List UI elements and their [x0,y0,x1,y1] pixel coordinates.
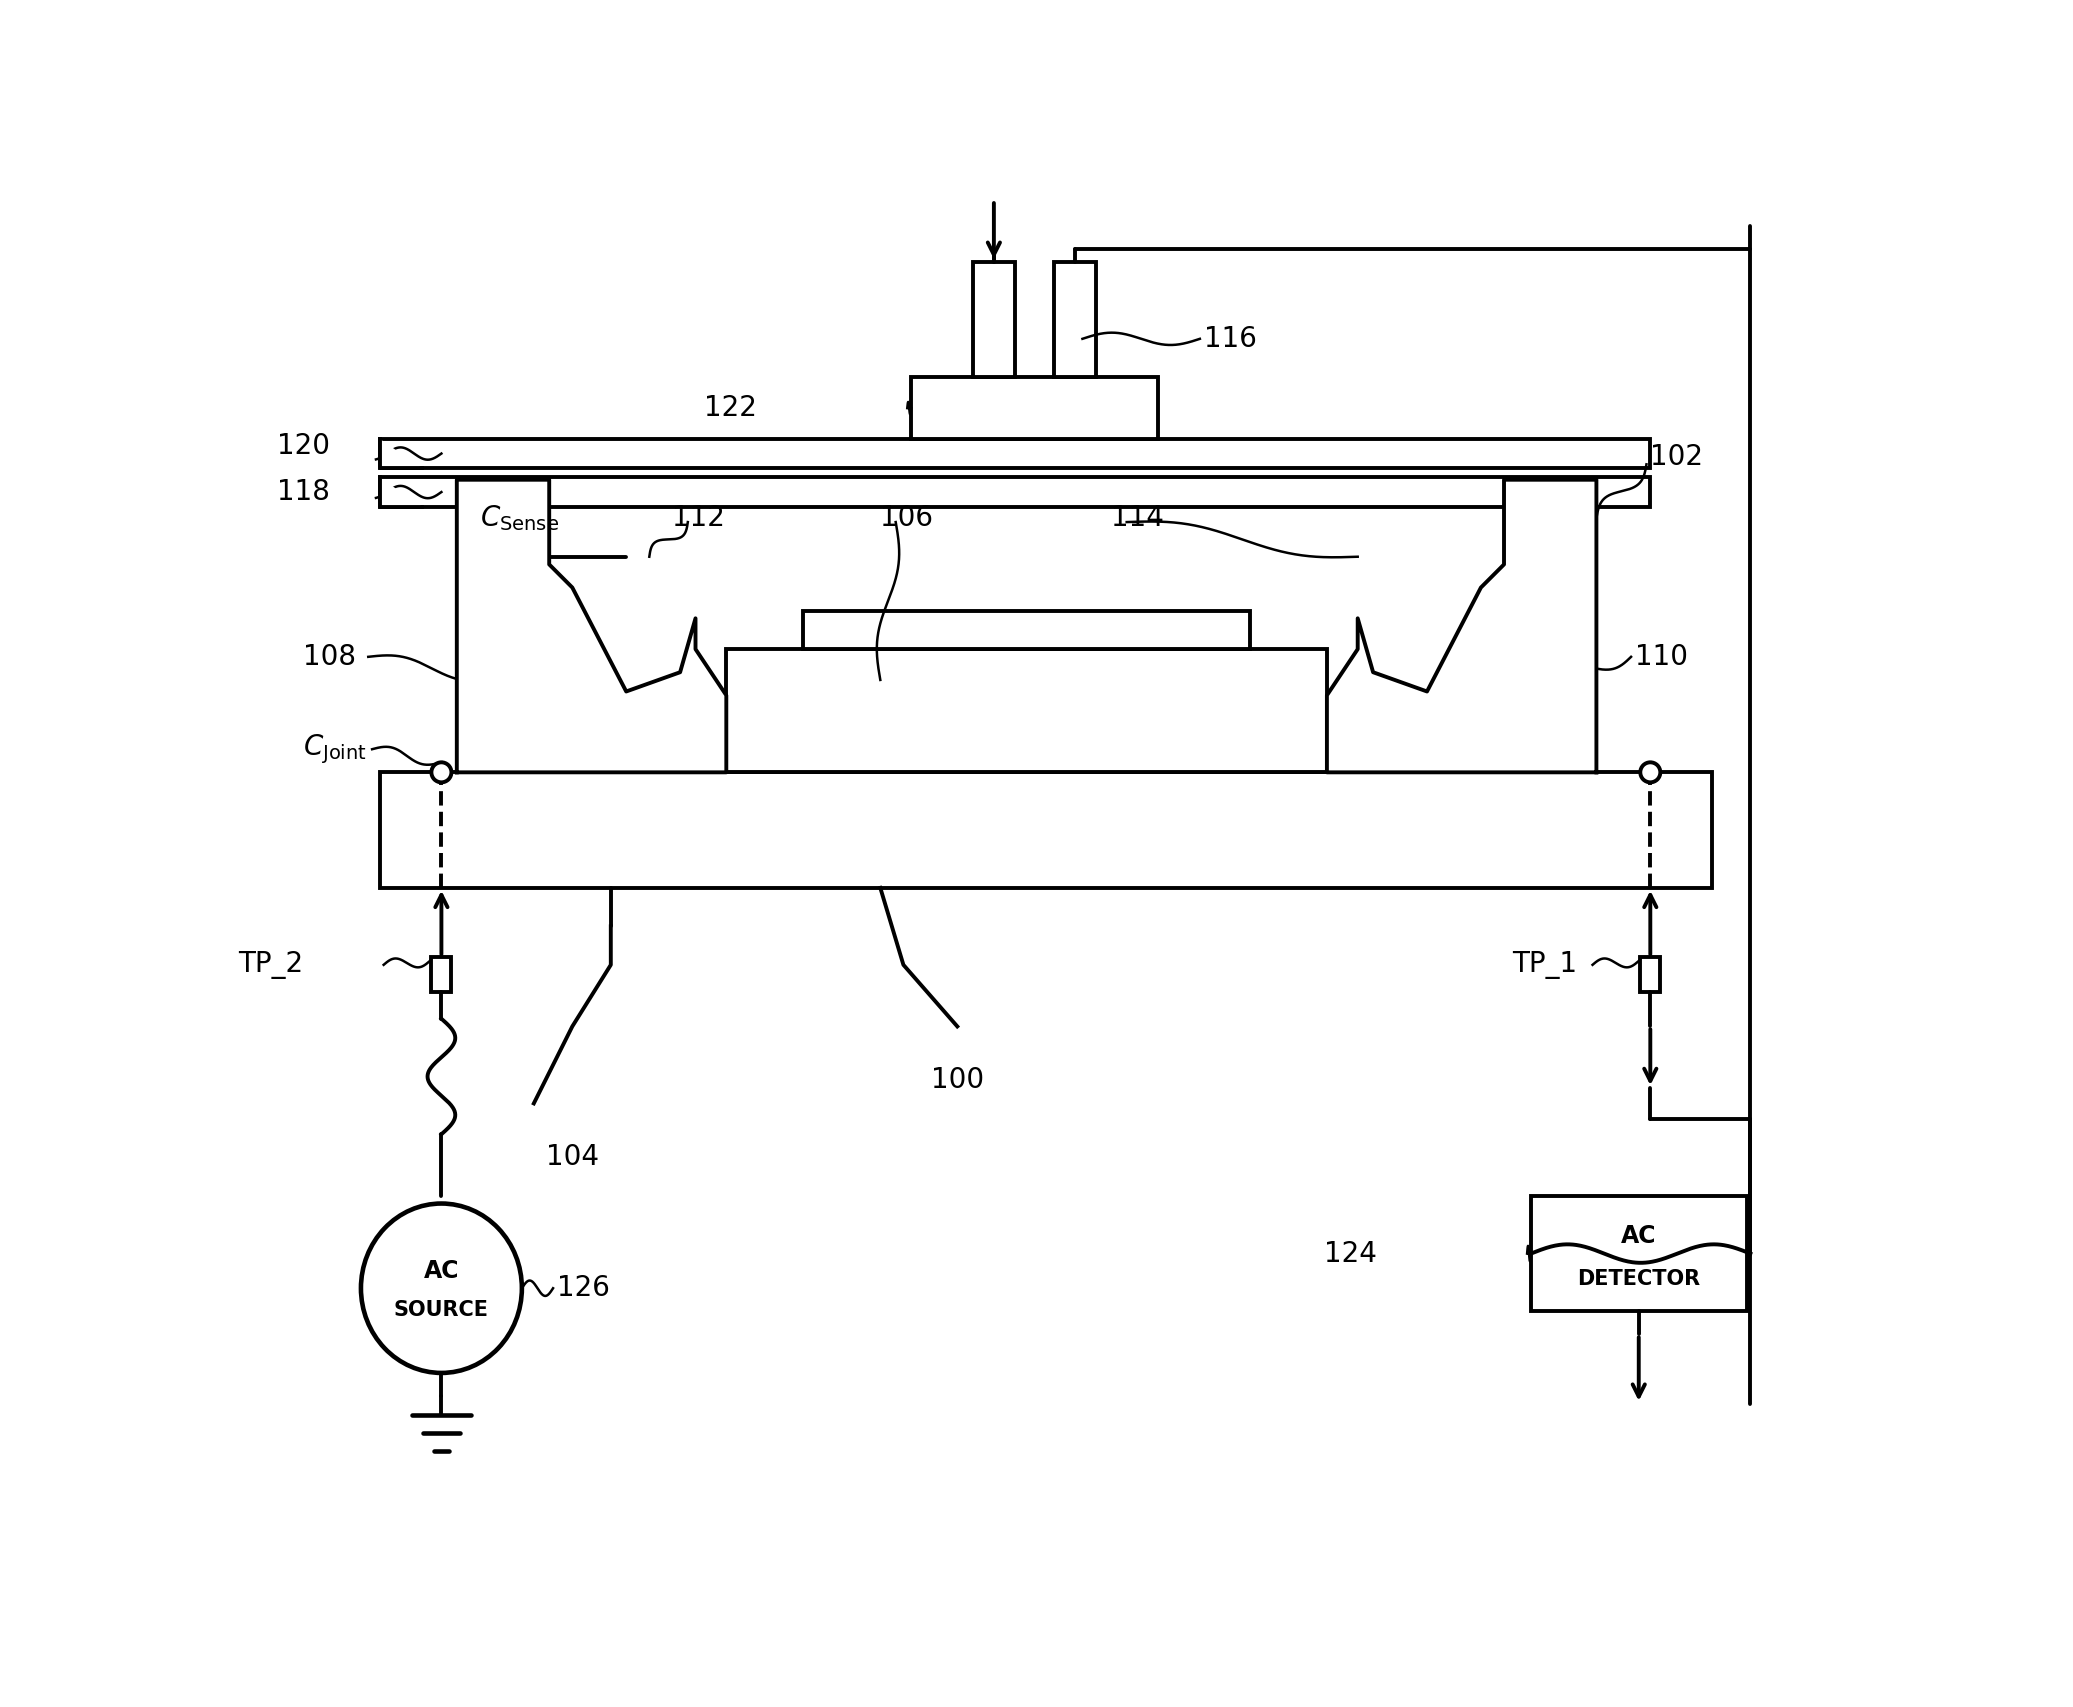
Text: TP_1: TP_1 [1511,951,1578,978]
Bar [379,772,1712,888]
Text: 122: 122 [705,394,757,422]
Polygon shape [1327,480,1596,772]
Text: AC: AC [423,1260,458,1284]
Bar [726,649,1327,772]
Bar [431,958,452,992]
Bar [379,478,1650,507]
Circle shape [1640,763,1660,782]
Polygon shape [379,439,423,468]
Text: 120: 120 [278,432,330,459]
Bar [1053,261,1097,377]
Text: $C_{\rm Joint}$: $C_{\rm Joint}$ [303,732,367,766]
Text: 112: 112 [672,504,726,533]
Bar [972,261,1016,377]
Text: 108: 108 [303,644,357,671]
Polygon shape [379,478,423,507]
Text: 106: 106 [881,504,933,533]
Ellipse shape [361,1203,522,1372]
Text: 102: 102 [1650,442,1704,471]
Text: 124: 124 [1325,1239,1376,1268]
Text: $C_{\rm Sense}$: $C_{\rm Sense}$ [481,504,560,533]
Text: 114: 114 [1111,504,1165,533]
Bar [1532,1197,1748,1311]
Circle shape [431,763,452,782]
Bar [912,377,1157,439]
Bar [804,611,1250,649]
Polygon shape [456,480,726,772]
Text: 100: 100 [931,1067,985,1094]
Text: 110: 110 [1636,644,1687,671]
Text: 126: 126 [558,1273,609,1302]
Text: TP_2: TP_2 [238,951,303,978]
Text: AC: AC [1621,1224,1656,1248]
Bar [379,439,1650,468]
Text: 104: 104 [545,1144,599,1171]
Bar [1640,958,1660,992]
Text: SOURCE: SOURCE [394,1299,489,1320]
Text: 116: 116 [1204,324,1256,353]
Bar [456,480,1596,772]
Text: DETECTOR: DETECTOR [1578,1268,1700,1289]
Text: 118: 118 [278,478,330,505]
